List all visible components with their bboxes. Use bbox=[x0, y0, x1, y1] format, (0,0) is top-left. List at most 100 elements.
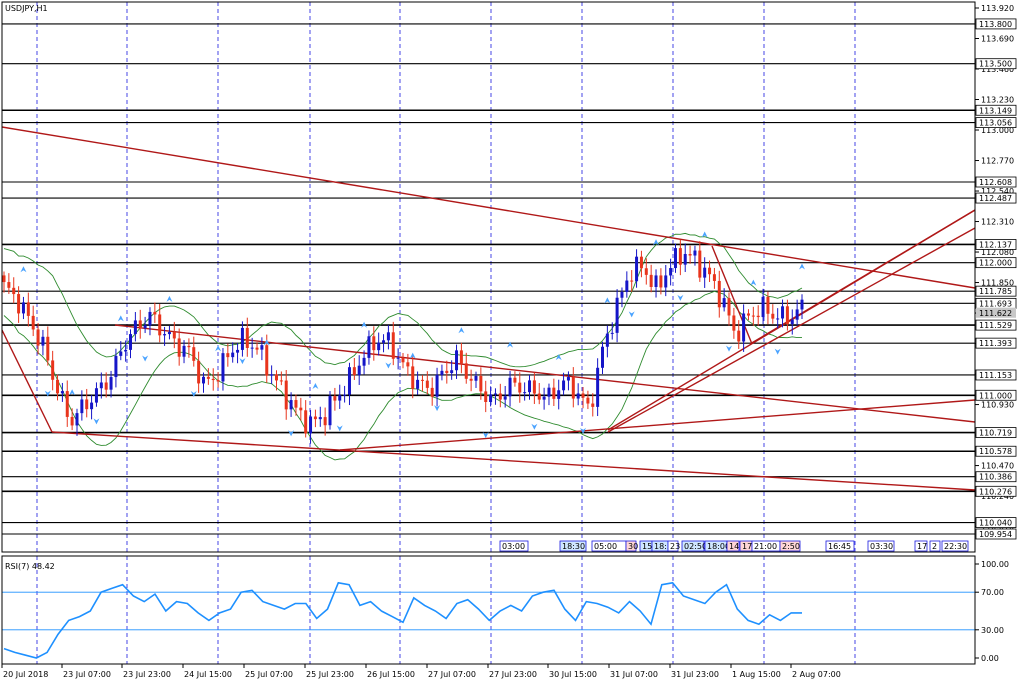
candle-body bbox=[703, 267, 707, 278]
candle-body bbox=[790, 319, 794, 324]
candle-body bbox=[776, 318, 780, 320]
candle-body bbox=[416, 379, 420, 389]
candle-body bbox=[328, 396, 332, 426]
candle-body bbox=[31, 315, 35, 330]
time-tick-label: 27 Jul 07:00 bbox=[428, 670, 476, 679]
candle-body bbox=[153, 311, 157, 315]
candle-body bbox=[318, 417, 322, 420]
candle-body bbox=[596, 367, 600, 407]
candle-body bbox=[513, 377, 517, 383]
candle-body bbox=[518, 382, 522, 393]
level-price-label: 111.393 bbox=[979, 339, 1012, 348]
trend-line bbox=[339, 399, 976, 451]
fractal-up-marker bbox=[263, 339, 270, 346]
level-price-box bbox=[975, 517, 1017, 528]
price-tick-label: 112.080 bbox=[981, 248, 1014, 257]
level-price-label: 113.500 bbox=[979, 60, 1012, 69]
candle-body bbox=[352, 367, 356, 376]
candle-body bbox=[124, 349, 128, 352]
fractal-up-marker bbox=[312, 382, 319, 389]
price-tick-label: 113.690 bbox=[981, 35, 1014, 44]
time-tick-label: 25 Jul 07:00 bbox=[245, 670, 293, 679]
level-price-box bbox=[975, 239, 1017, 250]
fractal-up-marker bbox=[20, 266, 27, 273]
fractal-down-marker bbox=[93, 418, 100, 425]
candle-body bbox=[133, 320, 137, 335]
candle-body bbox=[683, 253, 687, 265]
candle-body bbox=[693, 250, 697, 256]
candle-body bbox=[459, 350, 463, 364]
candle-body bbox=[187, 345, 191, 348]
level-price-label: 109.954 bbox=[979, 530, 1012, 539]
candle-body bbox=[649, 274, 653, 287]
fractal-markers bbox=[20, 231, 805, 439]
candle-body bbox=[489, 394, 493, 402]
candle-body bbox=[216, 380, 220, 382]
candle-body bbox=[270, 374, 274, 376]
candle-body bbox=[7, 282, 11, 288]
time-box-label: 21:00 bbox=[754, 542, 777, 551]
candle-body bbox=[236, 349, 240, 353]
candle-body bbox=[576, 393, 580, 399]
candle-body bbox=[528, 380, 532, 393]
candle-body bbox=[766, 296, 770, 314]
candle-body bbox=[732, 315, 736, 331]
candle-body bbox=[688, 253, 692, 256]
fractal-up-marker bbox=[604, 297, 611, 304]
level-price-label: 112.000 bbox=[979, 259, 1012, 268]
time-box-label: 15 bbox=[642, 542, 652, 551]
candle-body bbox=[401, 357, 405, 363]
candle-body bbox=[605, 333, 609, 347]
fractal-down-marker bbox=[434, 405, 441, 412]
candle-body bbox=[396, 357, 400, 359]
level-price-box bbox=[975, 445, 1017, 457]
candle-body bbox=[294, 400, 298, 408]
fractal-up-marker bbox=[750, 279, 757, 286]
candle-body bbox=[727, 298, 731, 316]
candle-body bbox=[625, 280, 629, 292]
time-box-label: 14 bbox=[729, 542, 739, 551]
time-box bbox=[941, 540, 969, 552]
candle-body bbox=[450, 370, 454, 374]
fractal-down-marker bbox=[482, 432, 489, 439]
time-box bbox=[779, 540, 801, 552]
fractal-up-marker bbox=[458, 327, 465, 334]
candle-body bbox=[430, 387, 434, 397]
candle-body bbox=[377, 342, 381, 351]
candle-body bbox=[411, 366, 415, 389]
candle-body bbox=[406, 362, 410, 367]
rsi-tick-label: 30.00 bbox=[981, 626, 1004, 635]
price-tick-label: 111.850 bbox=[981, 279, 1014, 288]
candle-body bbox=[299, 407, 303, 411]
price-tick-label: 110.930 bbox=[981, 401, 1014, 410]
level-price-label: 110.386 bbox=[979, 473, 1012, 482]
candle-body bbox=[746, 313, 750, 316]
candle-body bbox=[474, 375, 478, 381]
fractal-down-marker bbox=[44, 390, 51, 397]
candle-body bbox=[167, 332, 171, 335]
candle-body bbox=[240, 327, 244, 350]
candle-body bbox=[245, 327, 249, 348]
candle-body bbox=[12, 287, 16, 295]
candle-body bbox=[323, 417, 327, 426]
rsi-tick-label: 100.00 bbox=[981, 560, 1009, 569]
level-price-box bbox=[975, 18, 1017, 30]
candle-body bbox=[17, 294, 21, 314]
candle-body bbox=[445, 370, 449, 374]
candle-body bbox=[673, 248, 677, 269]
level-price-box bbox=[975, 389, 1017, 401]
rsi-series bbox=[2, 581, 975, 659]
candle-body bbox=[129, 334, 133, 350]
price-tick-label: 113.000 bbox=[981, 126, 1014, 135]
candle-body bbox=[635, 256, 639, 282]
candle-body bbox=[333, 396, 337, 401]
rsi-axis: 100.00 70.00 30.00 0.00 bbox=[975, 560, 1009, 663]
level-price-box bbox=[975, 369, 1017, 381]
fractal-up-marker bbox=[166, 295, 173, 302]
candle-body bbox=[362, 357, 366, 366]
candle-body bbox=[51, 360, 55, 380]
candle-body bbox=[795, 309, 799, 320]
rsi-line bbox=[3, 581, 802, 659]
candle-body bbox=[698, 250, 702, 278]
level-price-label: 112.608 bbox=[979, 178, 1012, 187]
